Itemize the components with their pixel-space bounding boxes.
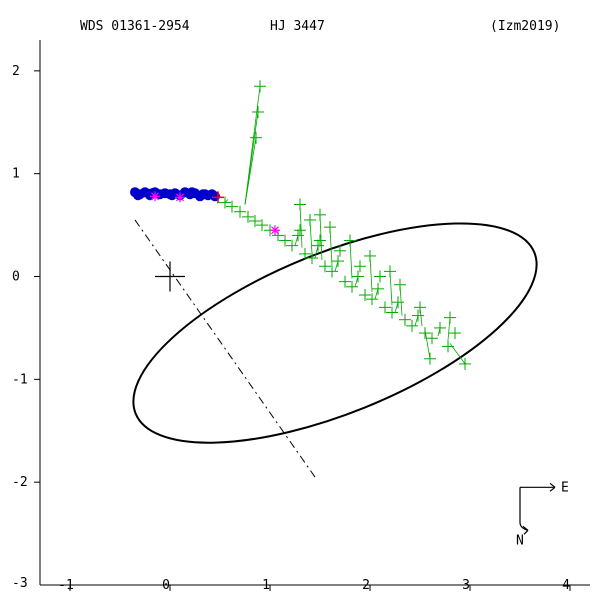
svg-text:N: N xyxy=(516,533,524,548)
svg-text:E: E xyxy=(561,480,569,495)
svg-text:2: 2 xyxy=(12,64,20,79)
svg-text:0: 0 xyxy=(12,270,20,285)
orbit-chart: WDS 01361-2954 HJ 3447 (Izm2019) -2 -1 0 1 2 -3 -… xyxy=(0,0,600,600)
svg-text:(Izm2019): (Izm2019) xyxy=(490,19,560,34)
svg-text:-1: -1 xyxy=(12,372,28,387)
svg-text:-3: -3 xyxy=(12,576,28,591)
svg-text:3: 3 xyxy=(462,578,470,593)
svg-text:-1: -1 xyxy=(58,578,74,593)
chart-container: WDS 01361-2954 HJ 3447 (Izm2019) -2 -1 0 1 2 -3 -… xyxy=(0,0,600,600)
svg-text:2: 2 xyxy=(362,578,370,593)
svg-text:HJ 3447: HJ 3447 xyxy=(270,19,325,34)
svg-text:1: 1 xyxy=(262,578,270,593)
svg-text:0: 0 xyxy=(162,578,170,593)
svg-text:WDS 01361-2954: WDS 01361-2954 xyxy=(80,19,190,34)
svg-text:1: 1 xyxy=(12,167,20,182)
svg-text:-2: -2 xyxy=(12,475,28,490)
svg-text:4: 4 xyxy=(562,578,570,593)
